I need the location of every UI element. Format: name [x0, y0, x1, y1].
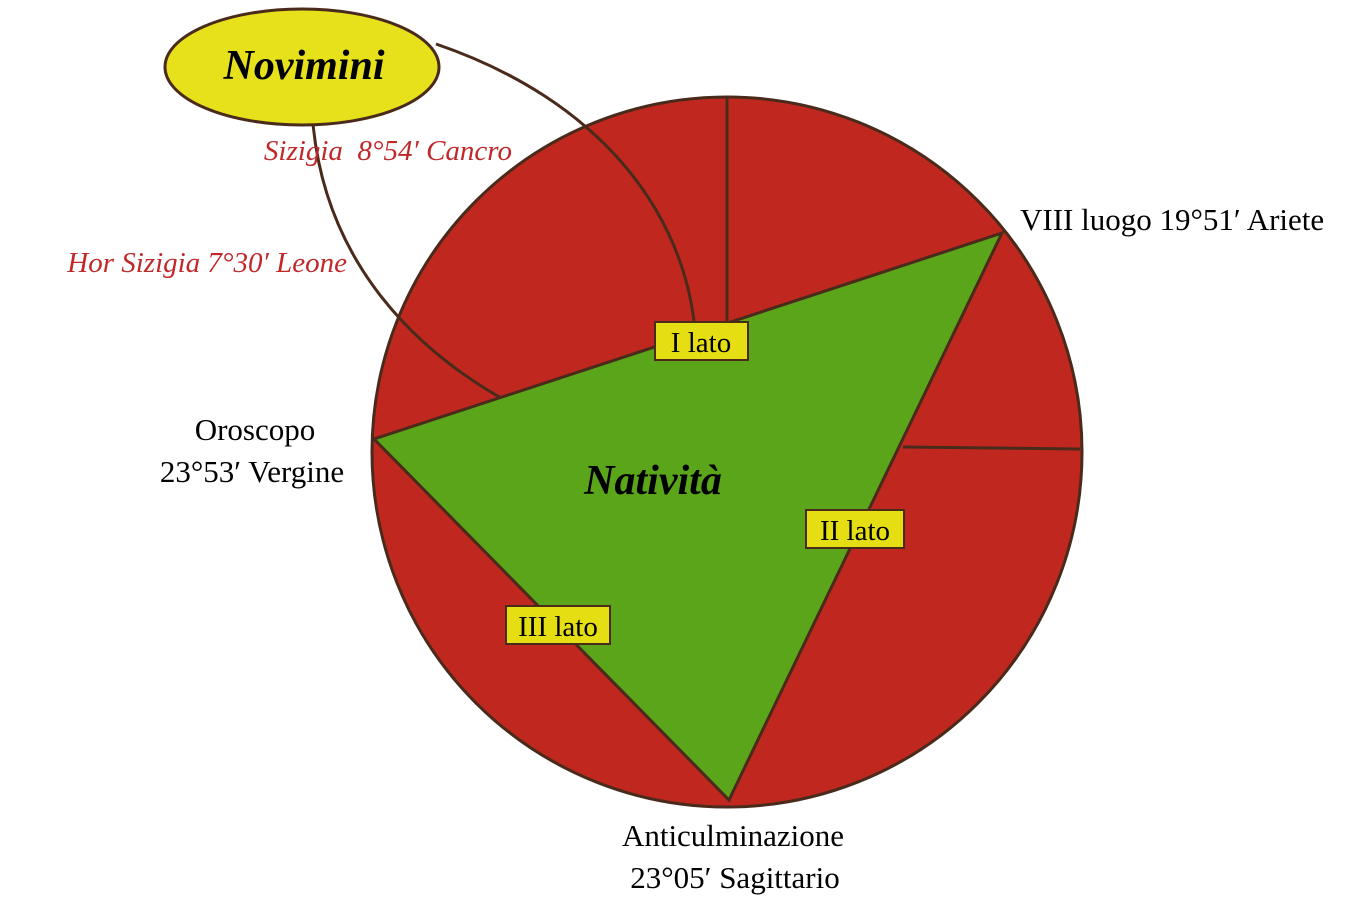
novimini-label: Novimini: [222, 43, 384, 89]
side-box-ii-label: II lato: [820, 515, 890, 547]
side-box-ii-rect: [805, 509, 905, 549]
oroscopo-label-line2: 23°53′ Vergine: [160, 454, 344, 489]
side-box-ii: II lato: [805, 509, 905, 549]
anticulminazione-label-line1: Anticulminazione: [622, 818, 844, 853]
side-box-i: I lato: [654, 321, 749, 361]
side-box-iii: III lato: [505, 605, 611, 645]
novimini-curve-left: [311, 123, 502, 400]
side-box-i-rect: [654, 321, 749, 361]
anticulminazione-label-line2: 23°05′ Sagittario: [630, 860, 839, 895]
divider-line-right: [902, 445, 1081, 451]
novimini-curve-right: [435, 42, 696, 322]
novimini-ellipse: [163, 7, 441, 127]
viii-luogo-label: VIII luogo 19°51′ Ariete: [1020, 202, 1324, 237]
side-box-iii-rect: [505, 605, 611, 645]
nativita-label: Natività: [583, 458, 722, 504]
hor-sizigia-label: Hor Sizigia 7°30′ Leone: [66, 247, 347, 279]
side-box-iii-label: III lato: [518, 611, 598, 643]
sizigia-label: Sizigia 8°54′ Cancro: [264, 135, 512, 167]
oroscopo-label-line1: Oroscopo: [195, 412, 316, 447]
side-box-i-label: I lato: [671, 327, 731, 359]
